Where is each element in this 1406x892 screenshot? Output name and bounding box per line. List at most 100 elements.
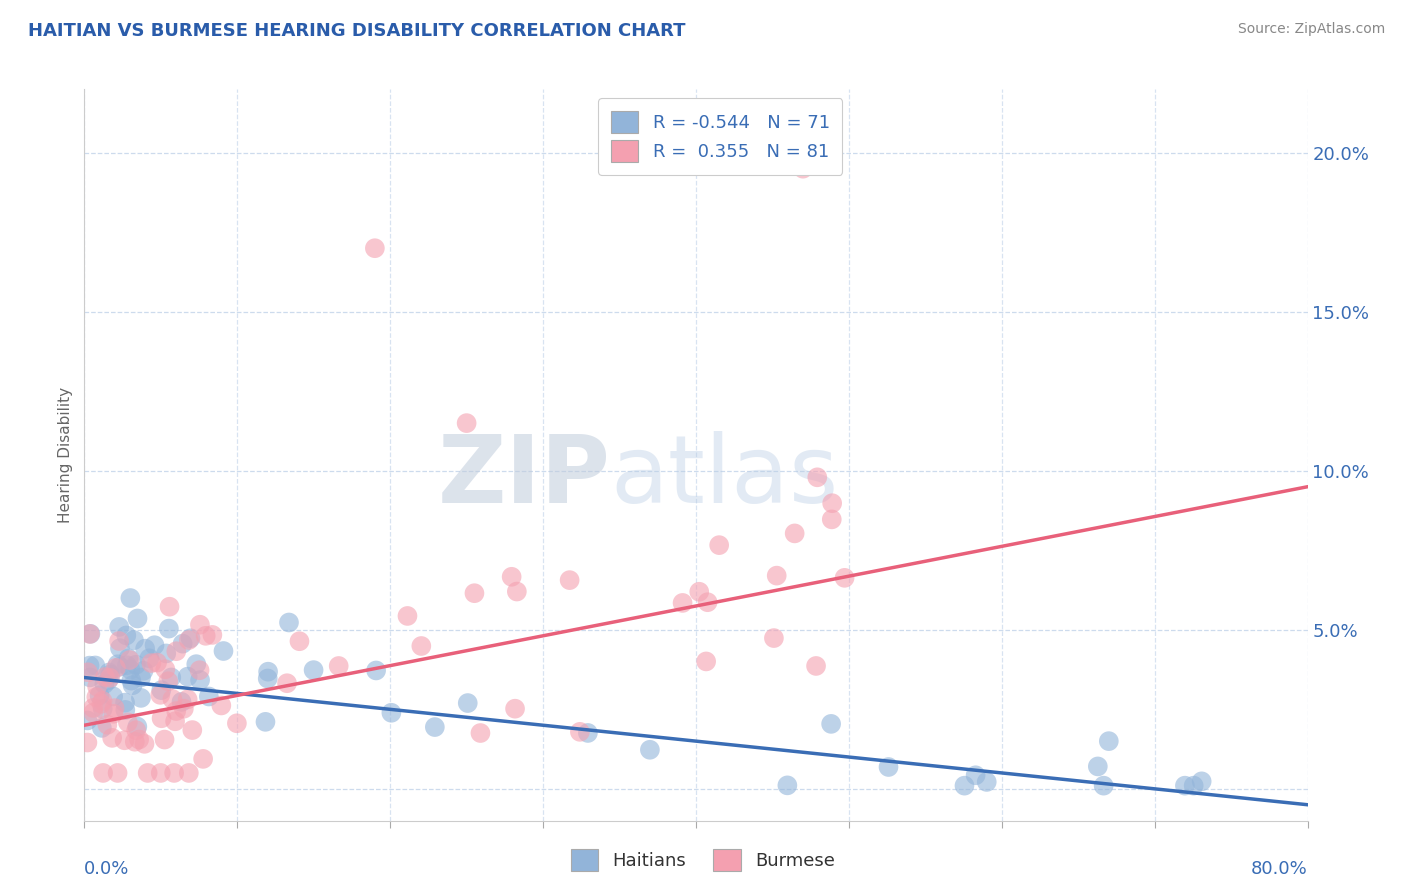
Point: [576, 726, 599, 740]
Point: [159, 599, 181, 614]
Point: [278, 615, 301, 630]
Point: [256, 672, 278, 686]
Point: [411, 639, 433, 653]
Point: [120, 663, 142, 677]
Point: [114, 703, 136, 717]
Point: [97, 673, 120, 688]
Point: [120, 591, 142, 605]
Point: [173, 702, 195, 716]
Point: [150, 711, 173, 725]
Point: [141, 656, 163, 670]
Point: [94, 670, 117, 684]
Point: [696, 595, 718, 609]
Point: [76, 735, 98, 749]
Point: [108, 659, 131, 673]
Point: [93, 677, 115, 691]
Point: [1098, 734, 1121, 748]
Point: [188, 617, 211, 632]
Point: [165, 714, 187, 729]
Point: [463, 586, 485, 600]
Text: 80.0%: 80.0%: [1251, 860, 1308, 878]
Point: [364, 241, 387, 255]
Point: [138, 651, 160, 665]
Point: [191, 752, 214, 766]
Text: Source: ZipAtlas.com: Source: ZipAtlas.com: [1237, 22, 1385, 37]
Point: [776, 778, 799, 792]
Point: [709, 538, 731, 552]
Point: [121, 678, 143, 692]
Point: [181, 723, 204, 737]
Point: [136, 766, 159, 780]
Point: [98, 665, 121, 680]
Point: [162, 692, 184, 706]
Point: [792, 161, 814, 176]
Point: [91, 702, 114, 716]
Point: [965, 768, 987, 782]
Point: [134, 641, 156, 656]
Point: [118, 653, 141, 667]
Point: [114, 696, 136, 710]
Point: [90, 697, 112, 711]
Point: [1174, 779, 1197, 793]
Point: [117, 651, 139, 665]
Point: [276, 676, 298, 690]
Point: [115, 628, 138, 642]
Point: [834, 571, 856, 585]
Point: [143, 638, 166, 652]
Point: [695, 655, 717, 669]
Point: [108, 634, 131, 648]
Point: [176, 692, 198, 706]
Point: [976, 775, 998, 789]
Point: [82, 701, 104, 715]
Legend: R = -0.544   N = 71, R =  0.355   N = 81: R = -0.544 N = 71, R = 0.355 N = 81: [599, 98, 842, 175]
Point: [155, 662, 177, 676]
Point: [107, 766, 129, 780]
Point: [688, 584, 710, 599]
Point: [257, 665, 280, 679]
Point: [108, 641, 131, 656]
Point: [804, 659, 827, 673]
Point: [101, 731, 124, 745]
Point: [396, 609, 419, 624]
Point: [470, 726, 492, 740]
Point: [90, 721, 112, 735]
Point: [806, 470, 828, 484]
Point: [288, 634, 311, 648]
Point: [254, 714, 277, 729]
Point: [366, 664, 388, 678]
Point: [149, 688, 172, 702]
Point: [98, 667, 121, 681]
Point: [762, 631, 785, 645]
Point: [186, 657, 208, 672]
Point: [79, 658, 101, 673]
Point: [146, 656, 169, 670]
Point: [1087, 759, 1109, 773]
Text: ZIP: ZIP: [437, 431, 610, 523]
Point: [1092, 779, 1115, 793]
Point: [150, 683, 173, 698]
Point: [149, 766, 172, 780]
Point: [457, 696, 479, 710]
Point: [165, 644, 187, 658]
Point: [212, 644, 235, 658]
Text: HAITIAN VS BURMESE HEARING DISABILITY CORRELATION CHART: HAITIAN VS BURMESE HEARING DISABILITY CO…: [28, 22, 686, 40]
Point: [177, 766, 200, 780]
Point: [194, 629, 217, 643]
Point: [125, 723, 148, 738]
Point: [76, 714, 98, 728]
Point: [1182, 779, 1205, 793]
Point: [122, 633, 145, 648]
Point: [79, 627, 101, 641]
Point: [198, 690, 221, 704]
Point: [91, 766, 114, 780]
Point: [157, 622, 180, 636]
Point: [84, 690, 107, 705]
Point: [104, 701, 127, 715]
Point: [84, 658, 107, 673]
Point: [821, 512, 844, 526]
Point: [209, 698, 232, 713]
Point: [188, 663, 211, 677]
Point: [96, 717, 118, 731]
Point: [77, 665, 100, 680]
Point: [328, 659, 350, 673]
